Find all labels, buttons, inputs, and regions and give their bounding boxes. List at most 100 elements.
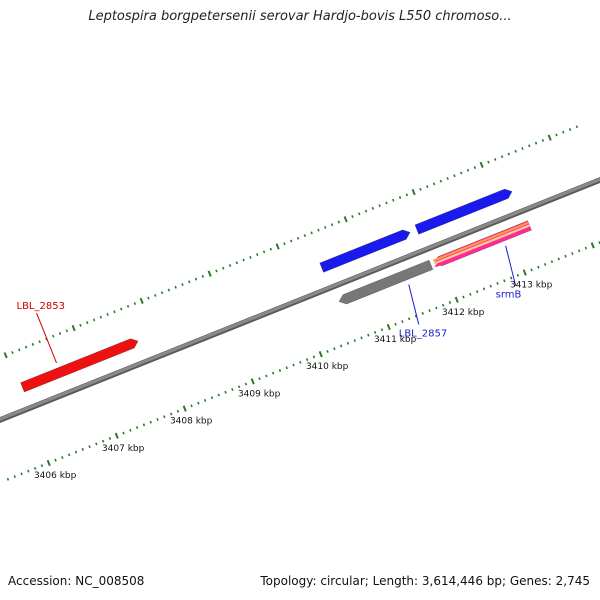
- tick-mark: [475, 290, 479, 294]
- tick-mark: [326, 349, 329, 353]
- tick-mark: [557, 257, 560, 261]
- tick-mark: [473, 166, 477, 170]
- tick-mark: [421, 311, 424, 315]
- tick-mark: [435, 306, 438, 310]
- tick-mark: [188, 280, 191, 284]
- gene-arrow[interactable]: [414, 188, 513, 235]
- tick-mark: [407, 317, 411, 321]
- gene-LBL_2853[interactable]: LBL_2853: [17, 301, 139, 393]
- tick-mark: [317, 228, 320, 232]
- tick-mark: [564, 254, 567, 258]
- gene-LBL_2857[interactable]: LBL_2857: [338, 259, 447, 340]
- tick-mark: [543, 262, 547, 266]
- tick-mark: [428, 309, 431, 313]
- tick-mark: [453, 174, 456, 178]
- tick-mark: [426, 185, 429, 189]
- tick-mark: [176, 409, 180, 413]
- tick-mark: [371, 206, 375, 210]
- tick-mark: [203, 398, 207, 402]
- tick-mark: [169, 412, 173, 416]
- tick-mark: [215, 269, 218, 273]
- gene-label[interactable]: LBL_2857: [399, 329, 447, 340]
- tick-row-lower: [6, 241, 600, 481]
- tick-mark: [333, 347, 336, 351]
- tick-mark: [577, 249, 581, 253]
- tick-mark: [133, 302, 137, 306]
- tick-mark: [460, 171, 463, 175]
- tick-mark: [242, 258, 245, 262]
- tick-mark: [351, 215, 354, 219]
- tick-mark: [71, 324, 76, 332]
- tick-mark: [575, 125, 579, 129]
- tick-mark: [385, 201, 388, 205]
- tick-mark: [139, 297, 144, 305]
- tick-mark: [224, 390, 227, 394]
- topology-summary: Topology: circular; Length: 3,614,446 bp…: [260, 574, 590, 588]
- gene-arrow[interactable]: [338, 259, 434, 305]
- gene-arrow[interactable]: [20, 338, 139, 393]
- tick-mark: [92, 318, 96, 322]
- gene-label[interactable]: srmB: [496, 290, 522, 301]
- tick-mark: [584, 246, 588, 250]
- gene-blue-forward-2[interactable]: [414, 188, 513, 235]
- tick-row-upper: [0, 125, 579, 359]
- tick-mark: [207, 270, 212, 277]
- gene-label[interactable]: LBL_2853: [17, 301, 65, 312]
- scale-label: 3411 kbp: [374, 335, 417, 345]
- tick-marks: [0, 125, 600, 481]
- tick-mark: [250, 378, 255, 385]
- tick-mark: [101, 439, 105, 443]
- tick-mark: [411, 188, 416, 196]
- tick-mark: [167, 288, 171, 292]
- map-title: Leptospira borgpetersenii serovar Hardjo…: [88, 9, 512, 24]
- tick-mark: [262, 250, 266, 254]
- tick-mark: [181, 283, 184, 287]
- tick-mark: [547, 134, 552, 141]
- tick-mark: [126, 304, 130, 308]
- tick-mark: [343, 216, 348, 223]
- scale-label: 3407 kbp: [102, 444, 145, 454]
- tick-mark: [114, 432, 119, 439]
- scale-label: 3413 kbp: [510, 281, 553, 291]
- tick-mark: [249, 255, 252, 259]
- tick-mark: [95, 442, 98, 446]
- gene-arrow[interactable]: [319, 229, 411, 273]
- accession-text: Accession: NC_008508: [8, 574, 145, 588]
- tick-mark: [330, 223, 334, 227]
- tick-mark: [521, 147, 524, 151]
- tick-mark: [454, 296, 459, 303]
- tick-mark: [466, 168, 470, 172]
- tick-mark: [441, 303, 445, 307]
- tick-mark: [489, 284, 492, 288]
- tick-mark: [120, 307, 123, 311]
- tick-mark: [222, 266, 225, 270]
- tick-mark: [182, 405, 187, 412]
- tick-mark: [296, 236, 300, 240]
- tick-mark: [163, 415, 166, 419]
- tick-mark: [197, 401, 200, 405]
- tick-mark: [514, 149, 517, 153]
- tick-mark: [398, 196, 402, 199]
- tick-mark: [86, 321, 89, 325]
- tick-mark: [358, 212, 361, 216]
- tick-mark: [79, 323, 82, 327]
- tick-mark: [487, 160, 490, 164]
- tick-mark: [364, 209, 368, 213]
- tick-mark: [516, 273, 520, 277]
- tick-mark: [386, 323, 391, 331]
- tick-mark: [217, 393, 220, 397]
- tick-mark: [74, 450, 78, 454]
- tick-mark: [530, 268, 533, 272]
- tick-mark: [237, 385, 241, 389]
- tick-mark: [292, 363, 295, 367]
- tick-mark: [271, 371, 275, 375]
- tick-mark: [339, 344, 343, 348]
- tick-mark: [61, 456, 64, 459]
- gene-blue-forward-1[interactable]: [319, 229, 411, 273]
- tick-mark: [324, 225, 327, 229]
- tick-mark: [507, 152, 511, 156]
- tick-mark: [534, 141, 538, 145]
- gene-srmB[interactable]: srmB: [432, 220, 532, 301]
- tick-mark: [550, 260, 554, 264]
- tick-mark: [367, 333, 370, 337]
